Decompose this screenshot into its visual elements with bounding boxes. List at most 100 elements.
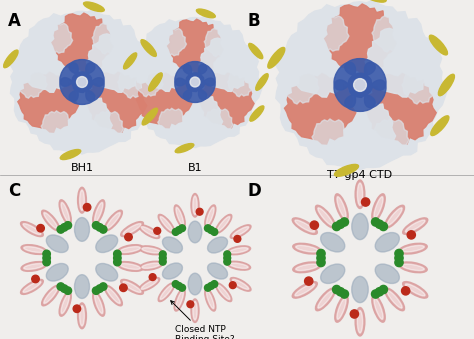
Ellipse shape — [183, 62, 207, 75]
Ellipse shape — [93, 292, 105, 316]
Circle shape — [190, 77, 200, 87]
Ellipse shape — [405, 284, 425, 296]
Ellipse shape — [365, 80, 386, 108]
Ellipse shape — [59, 200, 71, 224]
Polygon shape — [137, 73, 192, 128]
Polygon shape — [92, 23, 124, 54]
Ellipse shape — [352, 213, 368, 240]
Circle shape — [407, 231, 415, 239]
Polygon shape — [92, 111, 124, 142]
Ellipse shape — [193, 301, 197, 320]
Circle shape — [83, 203, 91, 211]
Ellipse shape — [142, 263, 160, 268]
Ellipse shape — [292, 282, 318, 298]
Circle shape — [43, 250, 50, 258]
Text: D: D — [248, 182, 262, 200]
Ellipse shape — [362, 0, 386, 2]
Circle shape — [332, 285, 341, 294]
Circle shape — [305, 277, 313, 285]
Ellipse shape — [142, 247, 160, 253]
Ellipse shape — [21, 262, 46, 271]
Ellipse shape — [69, 89, 95, 104]
Polygon shape — [365, 27, 436, 97]
Ellipse shape — [218, 285, 230, 299]
Ellipse shape — [20, 279, 43, 294]
Circle shape — [159, 255, 166, 261]
Ellipse shape — [80, 305, 84, 326]
Circle shape — [73, 305, 81, 313]
Polygon shape — [129, 16, 262, 148]
Ellipse shape — [163, 237, 182, 253]
Polygon shape — [86, 72, 147, 132]
Text: C: C — [8, 182, 20, 200]
Ellipse shape — [104, 210, 122, 231]
Ellipse shape — [118, 262, 143, 271]
Polygon shape — [372, 15, 409, 52]
Polygon shape — [16, 67, 47, 98]
Ellipse shape — [318, 291, 333, 308]
Ellipse shape — [438, 74, 455, 96]
Ellipse shape — [23, 224, 41, 235]
Text: Closed NTP
Binding Site?: Closed NTP Binding Site? — [171, 301, 235, 339]
Text: A: A — [8, 12, 21, 30]
Ellipse shape — [355, 180, 365, 208]
Ellipse shape — [293, 243, 321, 254]
Polygon shape — [52, 92, 112, 152]
Ellipse shape — [196, 9, 215, 18]
Ellipse shape — [402, 218, 428, 234]
Ellipse shape — [233, 227, 249, 237]
Ellipse shape — [199, 78, 215, 100]
Ellipse shape — [334, 62, 356, 90]
Text: T7 gp4 CTD: T7 gp4 CTD — [328, 170, 392, 180]
Circle shape — [224, 255, 231, 261]
Ellipse shape — [429, 35, 447, 55]
Ellipse shape — [107, 287, 120, 303]
Ellipse shape — [205, 205, 216, 227]
Ellipse shape — [357, 311, 363, 333]
Ellipse shape — [139, 278, 160, 291]
Ellipse shape — [374, 298, 383, 319]
Circle shape — [57, 226, 64, 233]
Ellipse shape — [78, 303, 86, 329]
Ellipse shape — [345, 59, 375, 76]
Ellipse shape — [24, 263, 44, 270]
Ellipse shape — [191, 194, 199, 217]
Ellipse shape — [352, 276, 368, 303]
Ellipse shape — [139, 246, 163, 255]
Ellipse shape — [228, 246, 251, 255]
Circle shape — [340, 218, 348, 226]
Circle shape — [350, 310, 358, 318]
Circle shape — [159, 251, 166, 258]
Ellipse shape — [59, 292, 71, 316]
Ellipse shape — [61, 202, 69, 222]
Ellipse shape — [375, 264, 400, 283]
Circle shape — [401, 287, 410, 295]
Ellipse shape — [96, 263, 118, 281]
Circle shape — [196, 208, 203, 215]
Ellipse shape — [176, 207, 183, 225]
Circle shape — [187, 301, 194, 308]
Ellipse shape — [230, 247, 248, 253]
Circle shape — [119, 284, 127, 292]
Circle shape — [332, 222, 341, 231]
Ellipse shape — [250, 106, 264, 121]
Circle shape — [204, 284, 211, 291]
Circle shape — [208, 282, 215, 289]
Circle shape — [114, 250, 121, 258]
Ellipse shape — [74, 218, 90, 241]
Ellipse shape — [372, 194, 385, 221]
Ellipse shape — [142, 108, 157, 125]
Ellipse shape — [60, 63, 78, 86]
Ellipse shape — [44, 213, 57, 228]
Polygon shape — [41, 111, 73, 142]
Ellipse shape — [86, 78, 104, 101]
Ellipse shape — [163, 263, 182, 279]
Ellipse shape — [199, 64, 215, 86]
Polygon shape — [372, 119, 409, 156]
Ellipse shape — [20, 222, 43, 237]
Ellipse shape — [121, 222, 144, 237]
Ellipse shape — [387, 208, 402, 225]
Ellipse shape — [120, 246, 140, 253]
Ellipse shape — [318, 208, 333, 225]
Ellipse shape — [123, 281, 141, 293]
